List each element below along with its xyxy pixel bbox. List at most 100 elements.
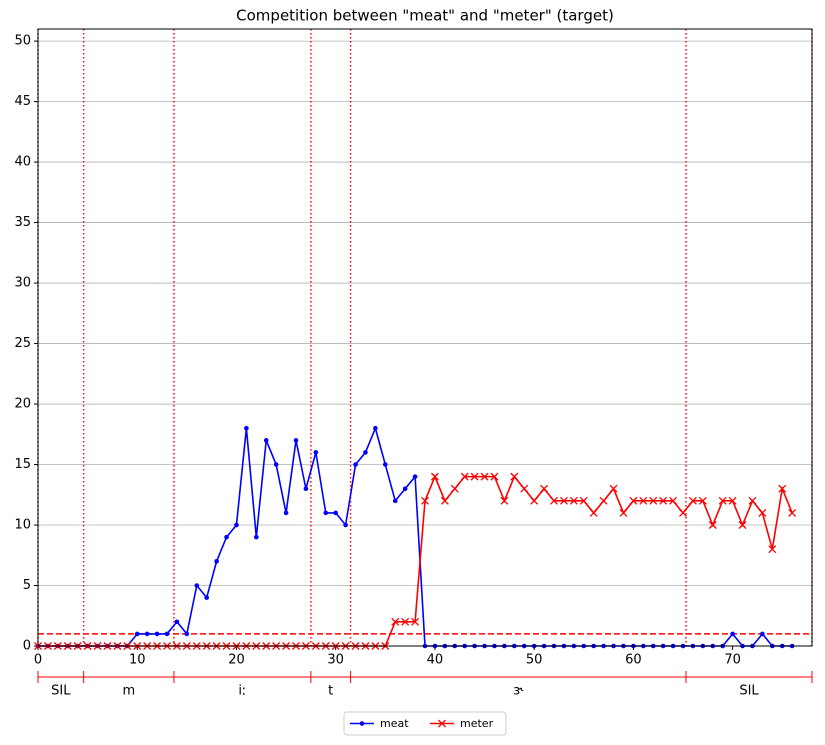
- legend: meat meter: [343, 711, 507, 736]
- marker: [194, 583, 200, 588]
- marker: [460, 472, 469, 481]
- marker: [391, 617, 400, 626]
- segment-label: ɝ: [513, 684, 524, 699]
- chart-title: Competition between "meat" and "meter" (…: [236, 7, 614, 25]
- marker: [688, 496, 697, 505]
- segment-label: SIL: [739, 684, 759, 699]
- marker: [224, 534, 229, 540]
- marker: [470, 472, 479, 481]
- marker: [788, 508, 797, 517]
- marker: [244, 425, 249, 431]
- marker: [154, 631, 160, 637]
- marker: [373, 425, 378, 431]
- marker: [698, 496, 707, 505]
- marker: [214, 559, 219, 564]
- y-tick-label: 45: [14, 94, 31, 109]
- x-tick-label: 20: [228, 653, 245, 668]
- marker: [669, 496, 678, 505]
- x-tick-label: 40: [427, 653, 444, 668]
- marker: [679, 508, 687, 517]
- marker: [619, 508, 628, 517]
- marker: [718, 496, 727, 505]
- marker: [313, 450, 319, 455]
- y-tick-label: 15: [14, 457, 31, 472]
- marker: [768, 545, 777, 554]
- plot-frame: [37, 28, 813, 647]
- x-tick-label: 0: [34, 653, 42, 668]
- marker: [440, 496, 449, 505]
- marker: [728, 496, 737, 505]
- segment-label: iː: [238, 684, 246, 699]
- marker: [421, 496, 429, 505]
- marker: [293, 438, 299, 443]
- marker: [402, 486, 408, 492]
- marker: [273, 462, 279, 467]
- marker: [283, 510, 289, 516]
- marker: [569, 496, 578, 505]
- legend-label: meat: [380, 717, 409, 730]
- x-tick-label: 60: [625, 653, 642, 668]
- marker: [383, 462, 388, 467]
- marker: [758, 508, 767, 517]
- y-tick-label: 10: [14, 518, 31, 533]
- marker: [520, 484, 529, 493]
- marker: [401, 617, 410, 626]
- segment-label: m: [122, 684, 135, 699]
- y-tick-label: 30: [14, 276, 31, 291]
- marker: [530, 496, 539, 505]
- marker: [430, 472, 439, 481]
- x-tick-label: 70: [724, 653, 741, 668]
- segment-label: t: [328, 684, 333, 699]
- marker: [500, 496, 509, 505]
- marker: [323, 510, 329, 516]
- marker: [144, 631, 150, 637]
- marker: [579, 496, 588, 505]
- marker: [760, 631, 765, 637]
- marker: [649, 496, 658, 505]
- marker: [599, 496, 608, 505]
- marker: [629, 496, 638, 505]
- marker: [589, 508, 598, 517]
- y-tick-label: 35: [14, 215, 31, 230]
- marker: [550, 496, 558, 505]
- y-tick-label: 50: [14, 34, 31, 49]
- marker: [359, 721, 365, 726]
- marker: [609, 484, 618, 493]
- legend-box: [343, 711, 507, 736]
- y-tick-label: 25: [14, 336, 31, 351]
- marker: [134, 631, 140, 637]
- x-tick-label: 50: [526, 653, 543, 668]
- marker: [234, 522, 239, 528]
- marker: [438, 719, 446, 728]
- marker: [659, 496, 668, 505]
- y-tick-label: 0: [23, 639, 31, 654]
- marker: [490, 472, 499, 481]
- segment-label: SIL: [51, 684, 71, 699]
- marker: [510, 472, 519, 481]
- marker: [450, 484, 459, 493]
- marker: [184, 631, 190, 637]
- x-tick-label: 30: [327, 653, 344, 668]
- marker: [303, 486, 309, 492]
- y-tick-label: 20: [14, 397, 31, 412]
- marker: [738, 521, 747, 529]
- marker: [343, 522, 348, 528]
- marker: [540, 484, 549, 493]
- marker: [392, 498, 398, 504]
- marker: [411, 617, 420, 626]
- marker: [730, 631, 735, 637]
- marker: [263, 438, 269, 443]
- marker: [333, 510, 338, 516]
- marker: [639, 496, 648, 505]
- marker: [708, 521, 717, 529]
- series-line: [38, 474, 793, 647]
- y-tick-label: 40: [14, 155, 31, 170]
- marker: [363, 450, 368, 455]
- legend-label: meter: [460, 717, 494, 730]
- marker: [778, 484, 787, 493]
- marker: [174, 619, 180, 625]
- marker: [164, 631, 170, 637]
- marker: [559, 496, 568, 505]
- marker: [412, 474, 418, 479]
